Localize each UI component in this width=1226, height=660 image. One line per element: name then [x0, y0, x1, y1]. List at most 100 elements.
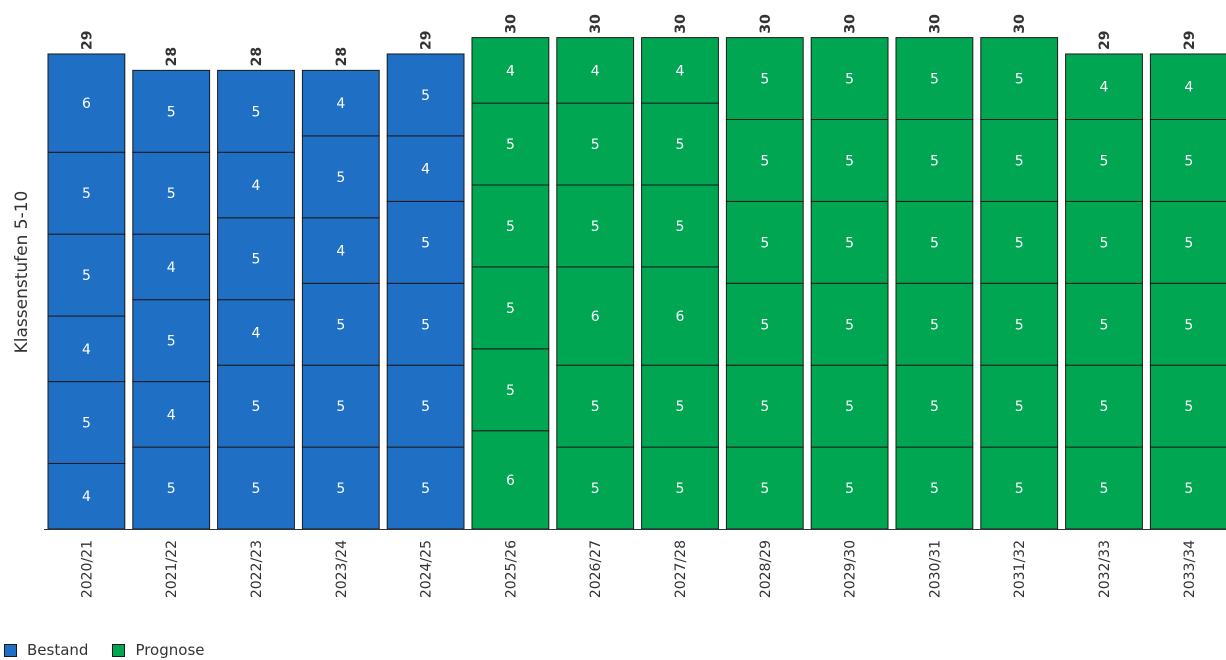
bar-segment	[1149, 200, 1226, 284]
bar-total-label: 30	[503, 14, 519, 34]
bar-segment	[895, 364, 974, 448]
bar-segment	[725, 364, 804, 448]
segment-value-label: 5	[1015, 317, 1024, 333]
bar-segment	[810, 446, 889, 530]
segment-value-label: 5	[167, 104, 176, 120]
segment-value-label: 5	[591, 219, 600, 235]
bar-segment	[895, 119, 974, 202]
bar-segment	[1149, 53, 1226, 120]
bar-total-label: 29	[1182, 30, 1198, 49]
bar-segment	[47, 233, 126, 317]
segment-value-label: 5	[506, 219, 515, 235]
x-tick-label: 2026/27	[588, 540, 604, 598]
x-tick-label: 2020/21	[79, 540, 95, 598]
segment-value-label: 5	[1100, 235, 1109, 251]
x-tick-label: 2029/30	[843, 540, 859, 598]
bar-segment	[556, 446, 635, 530]
segment-value-label: 4	[82, 489, 91, 505]
segment-value-label: 5	[82, 268, 91, 284]
legend-swatch-bestand	[4, 643, 17, 657]
bar-segment	[725, 446, 804, 530]
x-tick-label: 2028/29	[758, 540, 774, 598]
bar-segment	[641, 184, 719, 268]
segment-value-label: 5	[845, 153, 854, 169]
bar-segment	[980, 37, 1059, 120]
bar-total-label: 29	[1097, 30, 1113, 49]
segment-value-label: 6	[591, 309, 600, 325]
segment-value-label: 4	[421, 162, 430, 178]
segment-value-label: 4	[167, 260, 176, 276]
segment-value-label: 5	[760, 153, 769, 169]
bar-total-label: 30	[588, 14, 604, 34]
segment-value-label: 5	[845, 399, 854, 415]
bar-segment	[725, 119, 804, 202]
segment-value-label: 5	[421, 317, 430, 333]
segment-value-label: 5	[1184, 317, 1193, 333]
segment-value-label: 5	[421, 399, 430, 415]
segment-value-label: 5	[845, 481, 854, 497]
legend-item-bestand: Bestand	[4, 641, 88, 659]
segment-value-label: 4	[676, 63, 685, 79]
segment-value-label: 5	[676, 137, 685, 153]
segment-value-label: 5	[591, 137, 600, 153]
bar-segment	[471, 102, 550, 186]
bar-segment	[980, 446, 1059, 530]
x-tick-label: 2027/28	[673, 540, 689, 598]
bar-segment	[132, 233, 211, 301]
bar-segment	[1065, 119, 1143, 202]
segment-value-label: 5	[336, 481, 345, 497]
segment-value-label: 5	[760, 72, 769, 88]
bar-segment	[895, 446, 974, 530]
segment-value-label: 5	[167, 186, 176, 202]
bar-segment	[641, 266, 719, 366]
segment-value-label: 5	[421, 235, 430, 251]
segment-value-label: 4	[82, 342, 91, 358]
bar-segment	[471, 266, 550, 350]
segment-value-label: 5	[252, 252, 261, 268]
bar-segment	[1149, 282, 1226, 366]
x-tick-label: 2030/31	[927, 540, 943, 598]
legend-label-prognose: Prognose	[135, 641, 205, 659]
bar-segment	[1065, 53, 1143, 120]
bar-segment	[386, 135, 465, 202]
segment-value-label: 4	[506, 63, 515, 79]
segment-value-label: 5	[930, 235, 939, 251]
bar-segment	[386, 364, 465, 448]
segment-value-label: 5	[1100, 317, 1109, 333]
bar-segment	[810, 282, 889, 366]
bar-segment	[895, 37, 974, 120]
segment-value-label: 5	[676, 399, 685, 415]
x-tick-label: 2023/24	[334, 540, 350, 598]
bar-segment	[641, 364, 719, 448]
segment-value-label: 5	[336, 399, 345, 415]
bar-segment	[980, 200, 1059, 284]
bar-segment	[47, 53, 126, 153]
bar-total-label: 28	[249, 47, 265, 66]
bar-segment	[641, 37, 719, 104]
bar-segment	[1149, 119, 1226, 202]
bar-segment	[471, 184, 550, 268]
bar-segment	[47, 151, 126, 235]
bar-segment	[980, 282, 1059, 366]
segment-value-label: 6	[676, 309, 685, 325]
segment-value-label: 5	[1015, 72, 1024, 88]
bar-segment	[217, 151, 295, 219]
segment-value-label: 5	[760, 235, 769, 251]
segment-value-label: 5	[760, 481, 769, 497]
segment-value-label: 5	[760, 399, 769, 415]
segment-value-label: 5	[336, 317, 345, 333]
bar-total-label: 29	[419, 30, 435, 49]
bar-segment	[556, 102, 635, 186]
bar-segment	[895, 200, 974, 284]
bar-segment	[556, 364, 635, 448]
x-tick-label: 2021/22	[164, 540, 180, 598]
x-tick-label: 2031/32	[1012, 540, 1028, 598]
segment-value-label: 5	[82, 416, 91, 432]
bar-segment	[725, 200, 804, 284]
bar-segment	[471, 348, 550, 432]
segment-value-label: 5	[506, 137, 515, 153]
segment-value-label: 4	[336, 96, 345, 112]
segment-value-label: 5	[930, 317, 939, 333]
segment-value-label: 5	[1100, 399, 1109, 415]
bar-segment	[301, 446, 380, 530]
